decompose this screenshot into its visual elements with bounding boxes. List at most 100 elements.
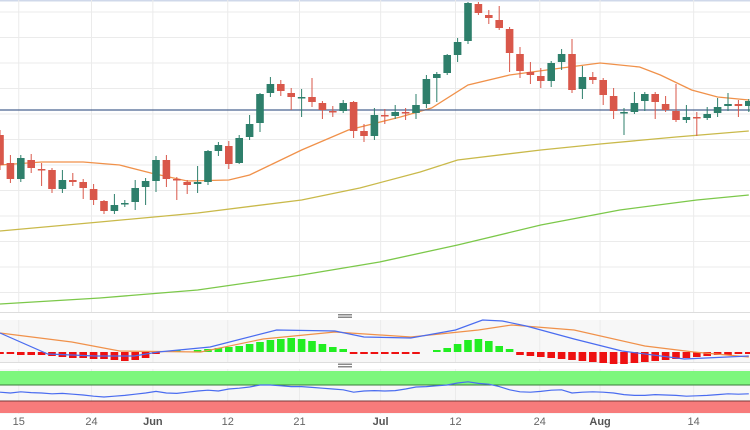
candle-up [557,49,566,70]
macd-histogram-bar-negative [412,352,420,354]
candle-body [422,79,431,104]
candle-body [152,160,160,181]
candle-down [651,92,659,119]
x-tick-label: 15 [13,416,25,428]
candle-body [204,151,212,182]
x-tick-label: 24 [85,416,97,428]
candle-body [453,42,462,55]
candle-down [401,108,410,120]
candle-down [48,168,56,193]
candle-body [682,117,691,120]
macd-histogram-bar-negative [589,352,597,362]
candle-up [245,115,254,140]
candle-down [734,100,743,117]
x-tick-label: 14 [688,416,700,428]
candle-body [277,84,285,91]
macd-histogram-bar-negative [713,352,722,355]
moving-averages [0,62,749,305]
candle-down [505,27,514,72]
candle-body [651,94,659,102]
candle-body [609,96,618,111]
x-tick-label: 21 [293,416,305,428]
candle-up [703,107,711,120]
candle-up [297,89,306,117]
candle-down [589,72,597,84]
macd-histogram-bar-negative [568,352,576,360]
candle-up [412,94,420,119]
macd-line [0,319,749,360]
candle-up [433,72,441,102]
macd-histogram-bar-negative [381,352,389,354]
macd-histogram-bar-negative [745,352,750,354]
candle-up [682,105,691,123]
panel-separator [0,312,750,320]
candle-down [474,2,483,15]
grip-line [338,366,352,368]
candle-body [443,55,451,73]
grip-line [338,363,352,365]
moving-average-line-2 [0,130,749,232]
macd-histogram-bar-positive [318,344,327,352]
candle-body [69,180,77,182]
macd-histogram-bar-negative [349,352,358,354]
candle-down [318,101,327,119]
candle-body [349,102,358,131]
candle-up [141,178,150,205]
candle-down [277,80,285,96]
candle-body [589,77,597,80]
macd-histogram-bar-negative [734,352,743,354]
candle-body [214,145,223,151]
macd-histogram-bar-negative [703,352,711,356]
candle-down [0,130,4,170]
candle-up [443,54,451,75]
candle-body [599,80,607,95]
macd-histogram-bar-negative [724,352,732,355]
candle-body [391,112,399,116]
candle-down [183,180,191,194]
candle-down [6,155,15,183]
macd-histogram-bar-negative [682,352,691,358]
macd-histogram-bar-negative [516,352,524,355]
candle-body [339,103,347,111]
resize-grip-icon[interactable] [338,363,352,368]
candle-up [131,180,139,210]
candle-down [672,84,680,122]
candle-body [131,188,139,202]
candle-down [495,6,503,30]
candle-body [235,138,243,163]
candle-body [724,104,732,106]
candle-down [693,112,701,136]
rsi-oversold-zone [0,401,750,413]
macd-histogram-bar-negative [152,352,160,354]
candles [0,2,750,214]
candle-up [745,99,750,112]
candle-up [724,93,732,111]
candle-body [578,77,587,89]
candle-down [329,106,337,117]
candle-up [152,156,160,192]
candle-up [110,194,119,214]
macd-histogram-bar-negative [693,352,701,357]
macd-histogram-bar-negative [27,352,35,355]
candle-up [193,166,202,193]
macd-histogram-bar-negative [526,352,535,356]
macd-histogram-bar-negative [557,352,566,359]
candle-body [121,203,129,205]
candle-body [620,112,628,114]
grip-line [338,314,352,316]
candle-body [693,117,701,119]
candle-down [79,179,87,199]
macd-histogram-bar-positive [256,342,264,352]
macd-histogram-bar-negative [547,352,555,358]
candle-body [193,182,202,184]
resize-grip-icon[interactable] [338,314,352,318]
macd-histogram-bar-negative [672,352,680,359]
macd-histogram-bar-positive [339,349,347,352]
candle-body [287,93,295,97]
candle-down [568,39,576,93]
macd-histogram-bar-negative [17,352,25,355]
candle-down [287,88,295,110]
candle-down [360,124,368,142]
